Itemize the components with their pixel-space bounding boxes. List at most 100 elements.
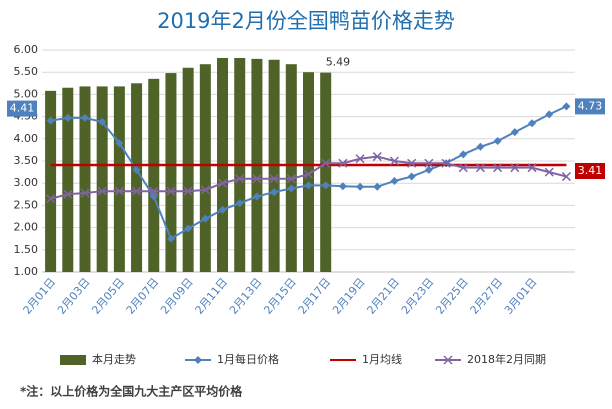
y-tick-label: 3.00 (14, 176, 39, 189)
marker (338, 182, 347, 191)
y-tick-label: 2.50 (14, 198, 39, 211)
marker (252, 174, 262, 184)
marker (544, 167, 554, 177)
bar (45, 90, 57, 273)
marker (527, 163, 537, 173)
x-tick-label: 2月01日 (21, 276, 59, 317)
marker (269, 174, 279, 184)
marker (114, 186, 124, 196)
marker (80, 113, 89, 122)
marker (218, 178, 228, 188)
marker (303, 169, 314, 179)
marker (46, 194, 56, 204)
marker (476, 142, 485, 151)
marker (321, 158, 331, 168)
marker (475, 163, 485, 173)
bar (285, 64, 297, 272)
legend-marker (443, 355, 453, 365)
marker (149, 186, 159, 196)
marker (441, 158, 451, 168)
data-label: 3.41 (578, 164, 603, 177)
marker (115, 139, 124, 148)
marker (286, 174, 296, 184)
bar (302, 72, 315, 272)
marker (407, 158, 417, 168)
legend-marker (194, 356, 202, 364)
bar (148, 78, 160, 272)
marker (132, 186, 142, 196)
x-tick-label: 2月09日 (158, 276, 196, 317)
y-tick-label: 5.50 (14, 65, 39, 78)
marker (372, 152, 382, 162)
marker (149, 192, 158, 201)
chart-title: 2019年2月份全国鸭苗价格走势 (157, 9, 455, 33)
marker (356, 182, 365, 191)
y-tick-label: 1.00 (14, 265, 39, 278)
bar (96, 86, 108, 273)
y-tick-label: 2.00 (14, 221, 39, 234)
data-label: 4.41 (10, 102, 35, 115)
y-tick-label: 1.50 (14, 243, 39, 256)
x-tick-label: 2月03日 (55, 276, 93, 317)
marker (46, 116, 55, 125)
y-tick-label: 4.00 (14, 132, 39, 145)
label-box (575, 162, 605, 179)
marker (166, 234, 175, 243)
marker (545, 110, 554, 119)
bar (320, 72, 332, 272)
x-tick-label: 2月11日 (193, 276, 231, 317)
marker (355, 154, 365, 164)
x-tick-label: 2月21日 (364, 276, 402, 317)
marker (235, 199, 244, 208)
marker (218, 205, 227, 214)
marker (493, 163, 503, 173)
marker (63, 113, 72, 122)
x-tick-label: 2月17日 (296, 276, 334, 317)
data-label: 4.73 (578, 99, 603, 112)
label-box (575, 98, 605, 115)
marker (338, 158, 348, 168)
marker (528, 119, 537, 128)
note: *注：以上价格为全国九大主产区平均价格 (20, 384, 243, 399)
marker (166, 186, 176, 196)
bar (79, 86, 91, 273)
x-tick-label: 2月27日 (468, 276, 506, 317)
marker (562, 102, 571, 111)
marker (407, 172, 416, 181)
x-tick-label: 2月15日 (261, 276, 299, 317)
legend-label: 本月走势 (92, 352, 136, 366)
marker (98, 117, 107, 126)
data-label: 5.49 (326, 56, 351, 69)
marker (270, 188, 279, 197)
marker (287, 184, 296, 193)
marker (80, 188, 90, 198)
legend-label: 2018年2月同期 (467, 352, 546, 366)
bar (182, 67, 194, 272)
label-box (7, 100, 37, 117)
legend-label: 1月每日价格 (217, 352, 279, 366)
marker (389, 156, 399, 166)
marker (458, 163, 468, 173)
marker (424, 165, 433, 174)
marker (200, 185, 210, 195)
legend-label: 1月均线 (362, 352, 402, 366)
marker (561, 172, 571, 182)
bar (199, 64, 211, 272)
marker (97, 186, 107, 196)
marker (510, 128, 519, 137)
marker (510, 163, 520, 173)
x-tick-label: 3月01日 (502, 276, 540, 317)
marker (252, 192, 261, 201)
marker (184, 224, 193, 233)
bar (62, 87, 74, 273)
marker (321, 181, 330, 190)
bar (165, 73, 177, 272)
x-tick-label: 2月07日 (124, 276, 162, 317)
marker (132, 165, 141, 174)
marker (373, 182, 382, 191)
x-tick-label: 2月25日 (433, 276, 471, 317)
y-tick-label: 5.00 (14, 87, 39, 100)
x-tick-label: 2月19日 (330, 276, 368, 317)
x-tick-label: 2月13日 (227, 276, 265, 317)
